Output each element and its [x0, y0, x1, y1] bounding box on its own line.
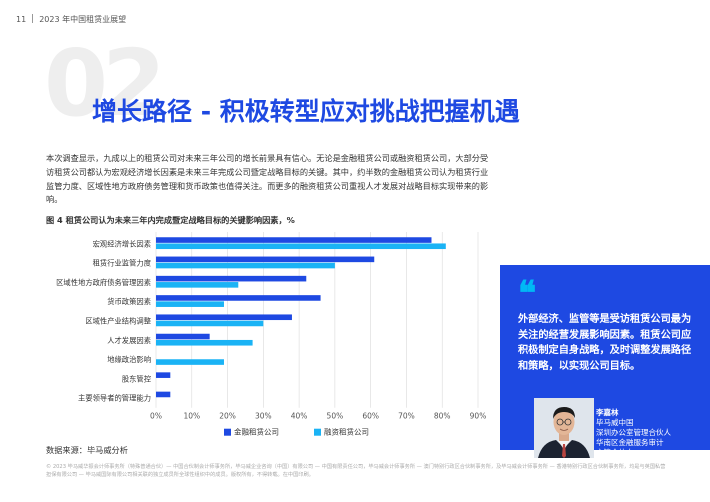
section-title: 增长路径 - 积极转型应对挑战把握机遇	[92, 97, 520, 126]
bar-finance-leasing	[156, 301, 224, 307]
person-card: 李嘉林 毕马威中国 深圳办公室管理合伙人 华南区金融服务审计 主管合伙人	[534, 398, 704, 464]
page-number: 11	[16, 15, 27, 24]
category-label: 主要领导者的管理能力	[78, 394, 151, 403]
bar-finance-leasing	[156, 243, 446, 250]
bar-finance-leasing	[156, 262, 335, 269]
x-tick-label: 40%	[291, 412, 308, 421]
bar-finance-leasing	[156, 320, 264, 327]
x-tick-label: 30%	[255, 412, 272, 421]
report-title: 2023 年中国租赁业展望	[39, 15, 127, 24]
x-tick-label: 50%	[327, 412, 344, 421]
person-title-line: 华南区金融服务审计	[596, 438, 664, 447]
person-title-line: 深圳办公室管理合伙人	[596, 428, 671, 437]
category-label: 租赁行业监管力度	[93, 259, 152, 268]
person-title-line: 毕马威中国	[596, 418, 634, 427]
header-divider	[32, 14, 34, 23]
bar-financial-leasing	[156, 372, 171, 378]
source-note: 数据来源：毕马威分析	[46, 445, 128, 455]
x-tick-label: 0%	[150, 412, 162, 421]
bar-financial-leasing	[156, 333, 210, 340]
x-tick-label: 10%	[183, 412, 200, 421]
category-label: 地缘政治影响	[107, 355, 151, 364]
bar-finance-leasing	[156, 282, 239, 288]
chart-caption: 图 4 租赁公司认为未来三年内完成暨定战略目标的关键影响因素，%	[46, 215, 295, 225]
intro-paragraph: 本次调查显示，九成以上的租赁公司对未来三年公司的增长前景具有信心。无论是金融租赁…	[46, 153, 489, 205]
category-label: 股东管控	[122, 374, 152, 383]
copyright-footer: © 2023 毕马威华振会计师事务所（特殊普通合伙）— 中国合伙制会计师事务所，…	[46, 464, 666, 478]
bar-financial-leasing	[156, 275, 307, 282]
person-title-line: 主管合伙人	[596, 448, 634, 457]
quote-text: 外部经济、监管等是受访租赁公司最为关注的经营发展影响因素。租赁公司应积极制定自身…	[518, 314, 692, 372]
page-header: 11 2023 年中国租赁业展望	[16, 14, 126, 25]
bar-financial-leasing	[156, 256, 375, 263]
legend-label: 金融租赁公司	[234, 427, 279, 437]
bar-financial-leasing	[156, 237, 432, 243]
bar-chart: 0% 10% 20% 30% 40% 50% 60% 70% 80% 90% 宏观经济增长因素租赁行…	[56, 232, 487, 437]
category-label: 区域性地方政府债务管理因素	[56, 278, 151, 287]
avatar	[534, 398, 594, 458]
category-label: 区域性产业结构调整	[85, 316, 151, 325]
quote-mark-icon: ❝	[518, 274, 537, 314]
person-photo-icon	[534, 398, 594, 458]
bar-financial-leasing	[156, 295, 321, 301]
bar-finance-leasing	[156, 359, 224, 365]
x-tick-label: 80%	[434, 412, 451, 421]
x-tick-label: 60%	[362, 412, 379, 421]
bar-financial-leasing	[156, 314, 292, 321]
legend-swatch	[224, 428, 231, 436]
category-label: 人才发展因素	[107, 336, 151, 345]
person-info: 李嘉林 毕马威中国 深圳办公室管理合伙人 华南区金融服务审计 主管合伙人	[596, 408, 704, 458]
bar-finance-leasing	[156, 339, 253, 346]
x-tick-label: 70%	[398, 412, 415, 421]
section-number: 02	[44, 30, 166, 137]
legend-swatch	[314, 428, 321, 436]
category-label: 宏观经济增长因素	[93, 239, 151, 248]
x-tick-label: 90%	[470, 412, 487, 421]
category-label: 货币政策因素	[107, 297, 151, 306]
x-tick-label: 20%	[219, 412, 236, 421]
legend-label: 融资租赁公司	[324, 427, 369, 437]
person-name: 李嘉林	[596, 408, 619, 417]
bar-financial-leasing	[156, 391, 171, 398]
